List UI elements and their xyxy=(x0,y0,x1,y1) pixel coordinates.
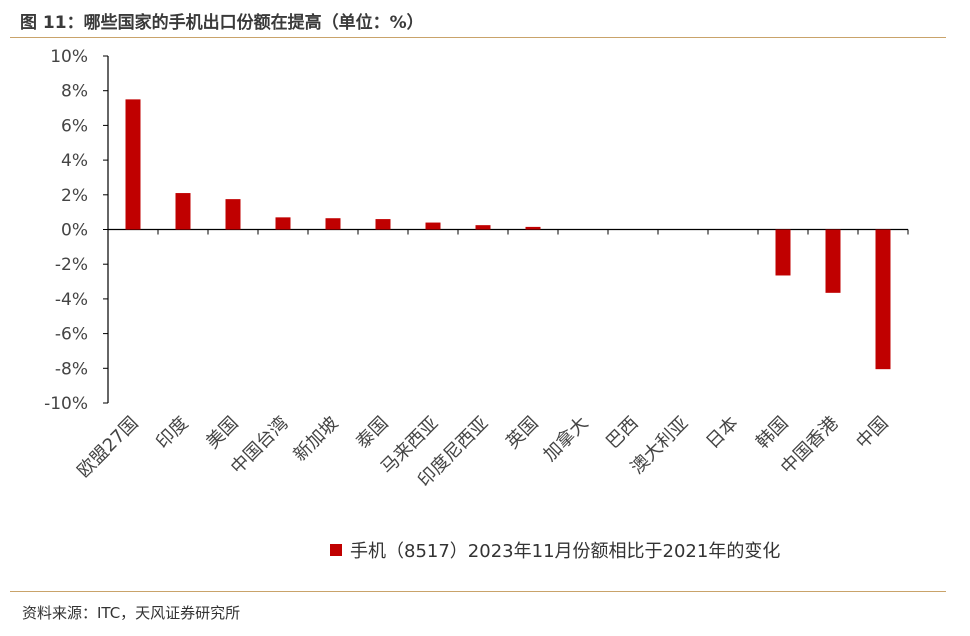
y-tick-label: -10% xyxy=(44,394,88,414)
y-tick-label: -8% xyxy=(55,359,88,379)
source-note: 资料来源：ITC，天风证券研究所 xyxy=(22,604,241,622)
y-tick-label: 2% xyxy=(61,186,88,206)
bar xyxy=(125,99,141,230)
bar xyxy=(875,229,891,370)
figure-title: 图 11：哪些国家的手机出口份额在提高（单位：%） xyxy=(20,13,424,33)
bar xyxy=(375,219,391,230)
y-tick-label: -2% xyxy=(55,255,88,275)
y-tick-label: 4% xyxy=(61,151,88,171)
x-category-label: 欧盟27国 xyxy=(73,413,142,482)
bar xyxy=(775,229,791,276)
top-rule xyxy=(10,37,946,38)
bar xyxy=(525,226,541,230)
legend-swatch xyxy=(330,544,342,556)
y-tick-label: 6% xyxy=(61,116,88,136)
bar-chart: 10% 8% 6% 4% 2% 0% -2% -4% -6% -8% -10%欧盟27国 印度 美国 中国… xyxy=(44,47,909,562)
y-tick-label: -4% xyxy=(55,290,88,310)
x-category-label: 新加坡 xyxy=(290,413,343,466)
x-category-label: 印度 xyxy=(152,413,192,453)
y-tick-label: 8% xyxy=(61,82,88,102)
bar xyxy=(825,229,841,293)
bar xyxy=(325,218,341,230)
y-tick-label: 10% xyxy=(50,47,88,67)
x-category-label: 巴西 xyxy=(602,413,642,453)
x-category-label: 日本 xyxy=(702,413,742,453)
bar xyxy=(475,225,491,230)
bar xyxy=(425,222,441,230)
x-category-label: 英国 xyxy=(502,413,542,453)
x-category-label: 加拿大 xyxy=(539,412,593,466)
bar xyxy=(225,199,241,230)
x-category-label: 韩国 xyxy=(752,413,792,453)
y-tick-label: 0% xyxy=(61,221,88,241)
x-category-label: 美国 xyxy=(202,413,242,453)
x-category-label: 泰国 xyxy=(352,413,392,453)
legend-label: 手机（8517）2023年11月份额相比于2021年的变化 xyxy=(350,541,780,562)
bottom-rule xyxy=(10,591,946,592)
bar xyxy=(275,217,291,230)
bar xyxy=(175,193,191,230)
x-category-label: 中国 xyxy=(852,413,892,453)
y-tick-label: -6% xyxy=(55,325,88,345)
